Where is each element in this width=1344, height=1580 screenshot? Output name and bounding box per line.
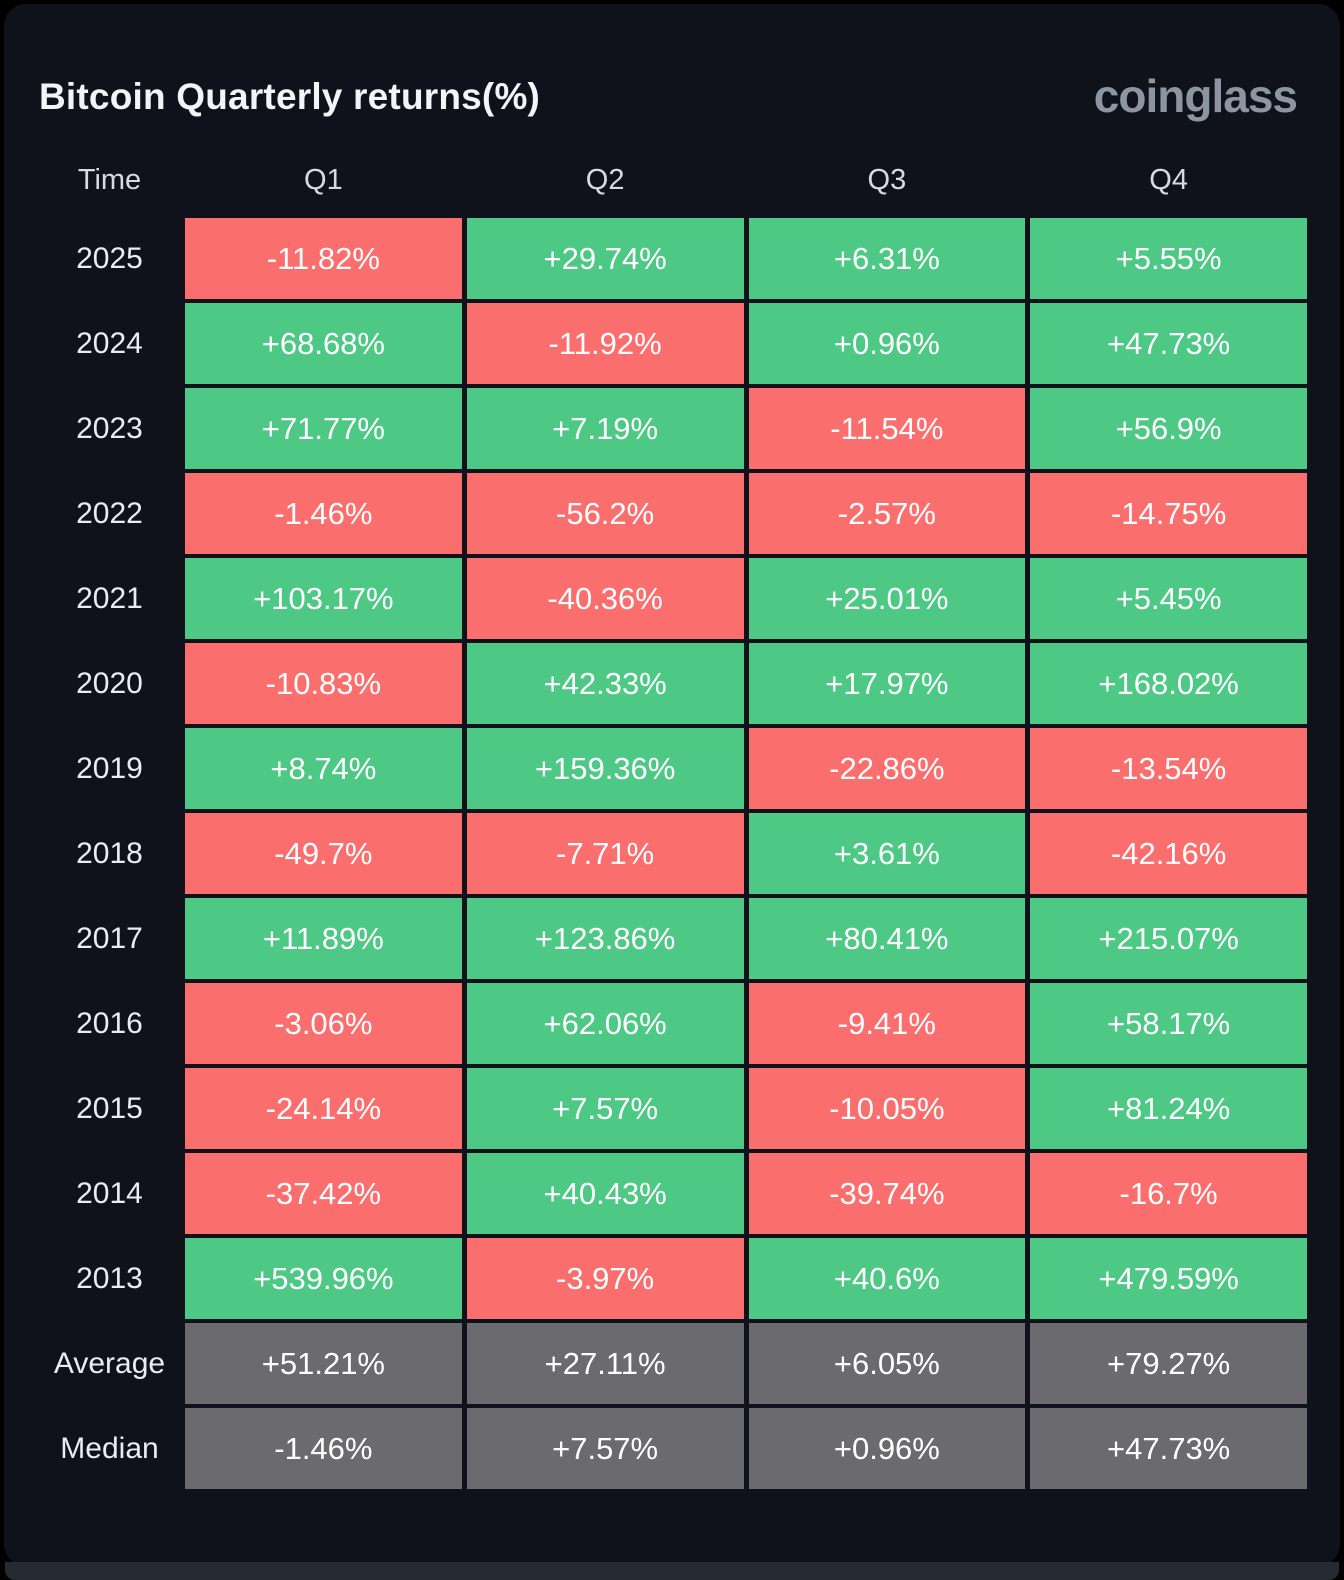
column-header-time: Time [77,163,142,196]
return-cell: +47.73% [1030,303,1307,384]
return-cell: +5.55% [1030,218,1307,299]
return-cell: +40.6% [748,1238,1026,1319]
return-cell: -9.41% [748,983,1026,1064]
return-cell: +123.86% [466,898,744,979]
row-label: 2019 [76,751,143,785]
return-cell: +81.24% [1030,1068,1307,1149]
return-cell: +47.73% [1030,1408,1307,1489]
row-label: 2018 [76,836,143,870]
row-label: 2013 [76,1261,143,1295]
return-cell: -11.92% [466,303,744,384]
return-cell: +25.01% [748,558,1026,639]
return-cell: -56.2% [466,473,744,554]
return-cell: -14.75% [1030,473,1307,554]
return-cell: -42.16% [1030,813,1307,894]
return-cell: +168.02% [1030,643,1307,724]
return-cell: +7.19% [466,388,744,469]
return-cell: -37.42% [185,1153,462,1234]
row-label: 2023 [76,411,143,445]
return-cell: +17.97% [748,643,1026,724]
page-title: Bitcoin Quarterly returns(%) [39,76,541,117]
return-cell: +29.74% [466,218,744,299]
row-label: 2021 [76,581,143,615]
return-cell: +103.17% [185,558,462,639]
return-cell: +40.43% [466,1153,744,1234]
return-cell: +7.57% [466,1068,744,1149]
return-cell: -11.54% [748,388,1026,469]
return-cell: +27.11% [466,1323,744,1404]
coinglass-logo: coinglass [1093,70,1298,122]
returns-heatmap-panel: Bitcoin Quarterly returns(%) coinglass T… [4,4,1340,1566]
return-cell: +7.57% [466,1408,744,1489]
return-cell: -7.71% [466,813,744,894]
return-cell: -39.74% [748,1153,1026,1234]
return-cell: -1.46% [185,473,462,554]
column-header-q4: Q4 [1149,163,1188,196]
return-cell: -11.82% [185,218,462,299]
return-cell: +71.77% [185,388,462,469]
return-cell: +11.89% [185,898,462,979]
return-cell: -3.06% [185,983,462,1064]
return-cell: +479.59% [1030,1238,1307,1319]
quarterly-returns-table: Time Q1 Q2 Q3 Q4 2025 -11.82% +29.74% +6.31… [39,154,1307,1489]
return-cell: -24.14% [185,1068,462,1149]
return-cell: +68.68% [185,303,462,384]
row-label: 2017 [76,921,143,955]
return-cell: -49.7% [185,813,462,894]
return-cell: +58.17% [1030,983,1307,1064]
return-cell: -10.83% [185,643,462,724]
window-bottom-edge [5,1562,1339,1580]
return-cell: +62.06% [466,983,744,1064]
row-label: 2025 [76,241,143,275]
row-label: Median [60,1431,159,1465]
return-cell: -3.97% [466,1238,744,1319]
row-label: 2015 [76,1091,143,1125]
row-label: 2016 [76,1006,143,1040]
column-header-q1: Q1 [304,163,343,196]
return-cell: +56.9% [1030,388,1307,469]
column-header-q2: Q2 [585,163,625,196]
row-label: Average [53,1346,166,1380]
return-cell: +159.36% [466,728,744,809]
return-cell: +5.45% [1030,558,1307,639]
row-label: 2024 [76,326,143,360]
return-cell: -10.05% [748,1068,1026,1149]
return-cell: +3.61% [748,813,1026,894]
return-cell: -16.7% [1030,1153,1307,1234]
panel-header: Bitcoin Quarterly returns(%) coinglass [39,70,1307,122]
return-cell: +0.96% [748,303,1026,384]
return-cell: +80.41% [748,898,1026,979]
return-cell: -22.86% [748,728,1026,809]
return-cell: -40.36% [466,558,744,639]
return-cell: +215.07% [1030,898,1307,979]
return-cell: -1.46% [185,1408,462,1489]
return-cell: +6.05% [748,1323,1026,1404]
return-cell: +8.74% [185,728,462,809]
return-cell: +79.27% [1030,1323,1307,1404]
return-cell: +6.31% [748,218,1026,299]
return-cell: +539.96% [185,1238,462,1319]
return-cell: -2.57% [748,473,1026,554]
column-header-q3: Q3 [867,163,907,196]
return-cell: -13.54% [1030,728,1307,809]
row-label: 2014 [76,1176,143,1210]
return-cell: +42.33% [466,643,744,724]
return-cell: +51.21% [185,1323,462,1404]
row-label: 2022 [76,496,143,530]
row-label: 2020 [76,666,143,700]
return-cell: +0.96% [748,1408,1026,1489]
